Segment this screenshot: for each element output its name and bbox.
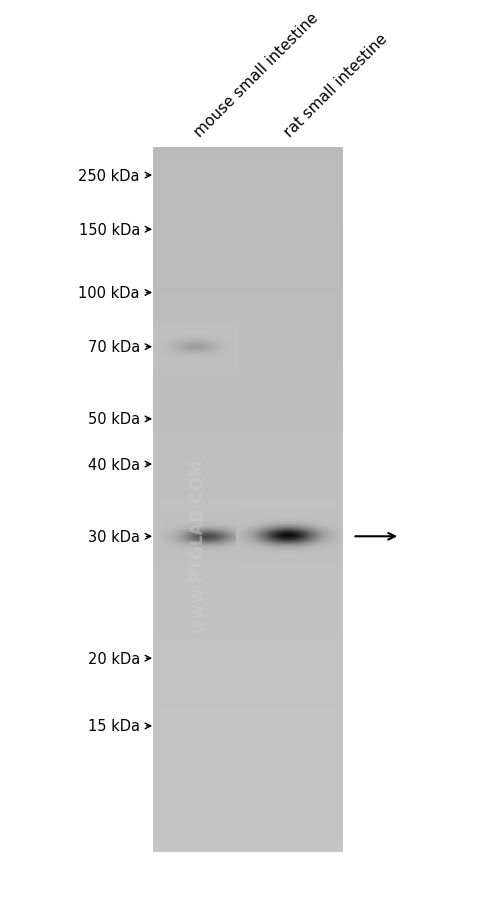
Text: 15 kDa: 15 kDa bbox=[88, 719, 140, 733]
Text: 250 kDa: 250 kDa bbox=[78, 169, 140, 183]
Text: 30 kDa: 30 kDa bbox=[88, 529, 140, 544]
Text: 50 kDa: 50 kDa bbox=[88, 412, 140, 427]
Text: 20 kDa: 20 kDa bbox=[88, 651, 140, 666]
Text: 70 kDa: 70 kDa bbox=[88, 340, 140, 354]
Text: www.PTGLAB.COM: www.PTGLAB.COM bbox=[188, 459, 206, 632]
Text: 100 kDa: 100 kDa bbox=[78, 286, 140, 300]
Text: 40 kDa: 40 kDa bbox=[88, 457, 140, 472]
Text: rat small intestine: rat small intestine bbox=[282, 31, 391, 140]
Text: 150 kDa: 150 kDa bbox=[78, 223, 140, 237]
Text: mouse small intestine: mouse small intestine bbox=[192, 10, 322, 140]
